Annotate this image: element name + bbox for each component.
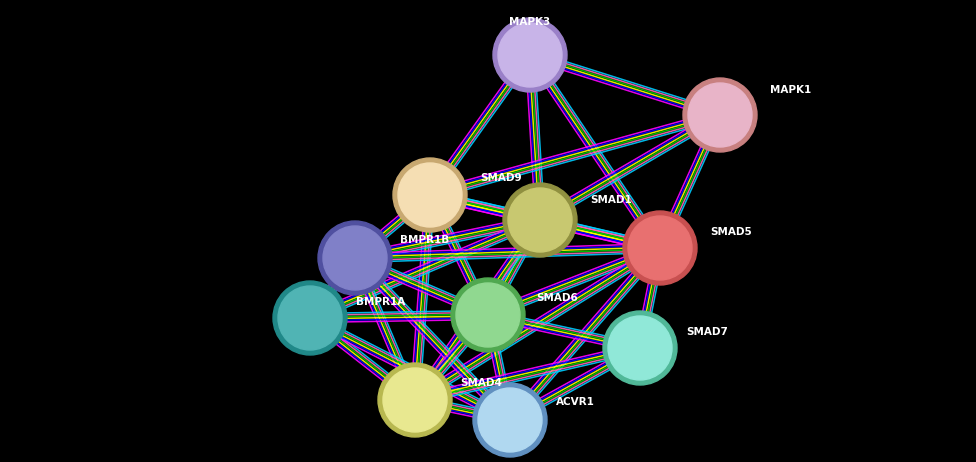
Circle shape <box>451 278 525 352</box>
Circle shape <box>478 388 542 452</box>
Circle shape <box>456 283 520 347</box>
Text: SMAD4: SMAD4 <box>460 378 502 388</box>
Text: BMPR1B: BMPR1B <box>400 235 449 245</box>
Circle shape <box>393 158 467 232</box>
Circle shape <box>623 211 697 285</box>
Text: SMAD7: SMAD7 <box>686 327 728 337</box>
Circle shape <box>383 368 447 432</box>
Circle shape <box>493 18 567 92</box>
Text: MAPK1: MAPK1 <box>770 85 811 95</box>
Circle shape <box>503 183 577 257</box>
Text: SMAD5: SMAD5 <box>710 227 752 237</box>
Circle shape <box>323 226 387 290</box>
Text: BMPR1A: BMPR1A <box>356 297 405 307</box>
Circle shape <box>318 221 392 295</box>
Circle shape <box>608 316 672 380</box>
Circle shape <box>278 286 342 350</box>
Circle shape <box>688 83 752 147</box>
Text: SMAD6: SMAD6 <box>536 293 578 303</box>
Circle shape <box>378 363 452 437</box>
Circle shape <box>508 188 572 252</box>
Text: MAPK3: MAPK3 <box>509 17 550 27</box>
Circle shape <box>628 216 692 280</box>
Circle shape <box>683 78 757 152</box>
Circle shape <box>473 383 547 457</box>
Circle shape <box>603 311 677 385</box>
Circle shape <box>273 281 347 355</box>
Text: SMAD1: SMAD1 <box>590 195 631 205</box>
Circle shape <box>498 23 562 87</box>
Text: ACVR1: ACVR1 <box>556 397 595 407</box>
Circle shape <box>398 163 462 227</box>
Text: SMAD9: SMAD9 <box>480 173 521 183</box>
